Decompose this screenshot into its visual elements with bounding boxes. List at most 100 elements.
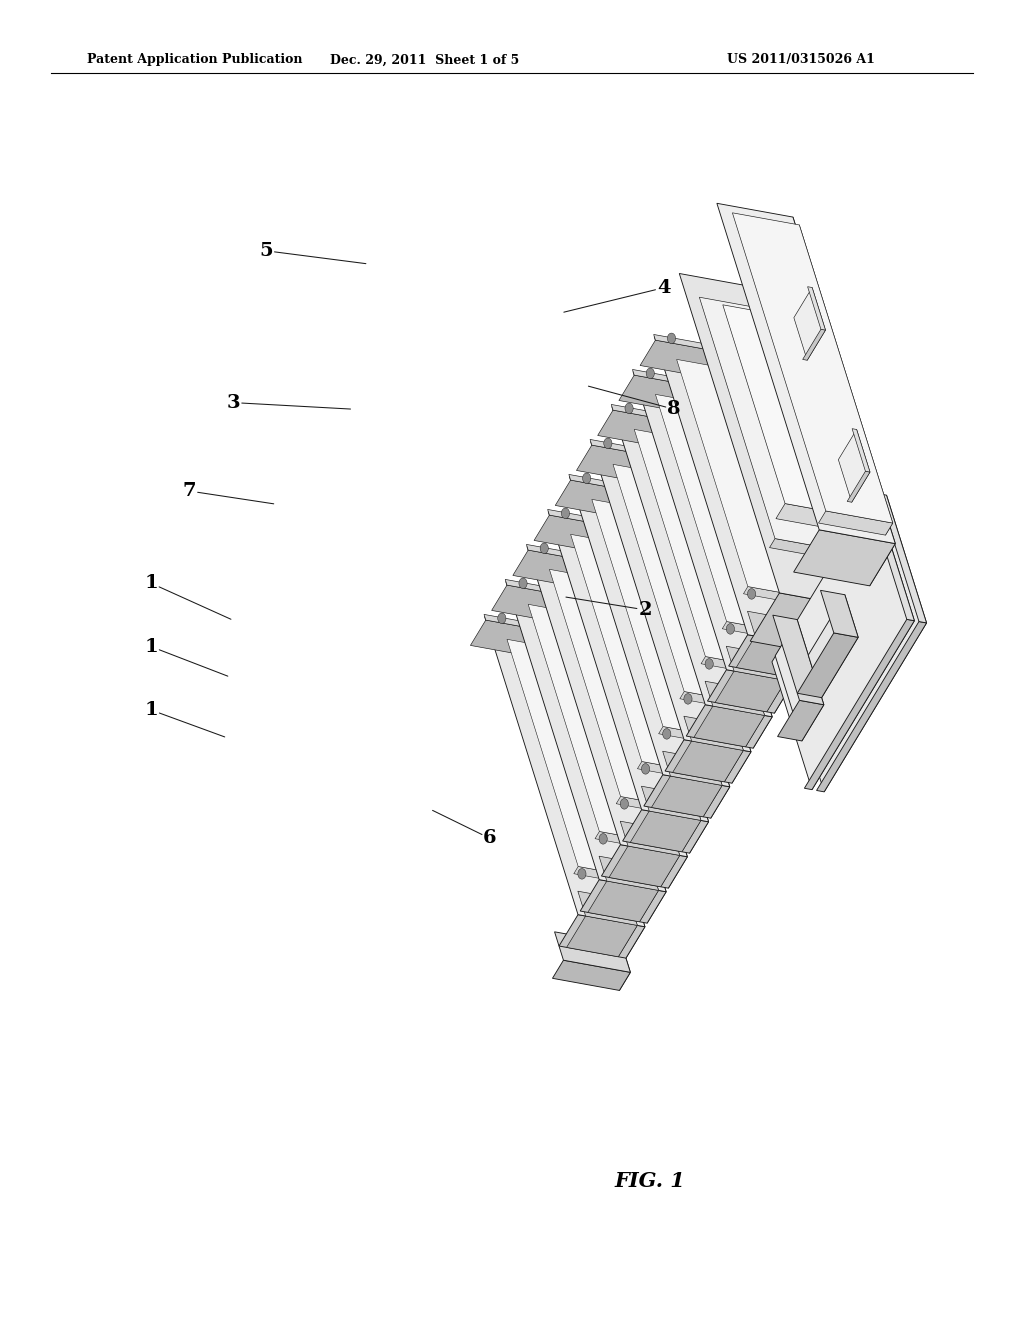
Polygon shape	[759, 313, 830, 527]
Text: 6: 6	[482, 829, 497, 847]
Text: FIG. 1: FIG. 1	[614, 1171, 686, 1192]
Circle shape	[634, 482, 642, 492]
Circle shape	[498, 612, 506, 623]
Polygon shape	[695, 760, 722, 817]
Polygon shape	[818, 511, 893, 535]
Polygon shape	[820, 590, 858, 638]
Polygon shape	[630, 810, 701, 851]
Circle shape	[719, 342, 727, 352]
Circle shape	[613, 517, 622, 528]
Polygon shape	[780, 620, 807, 677]
Polygon shape	[866, 491, 914, 620]
Polygon shape	[655, 395, 775, 631]
Circle shape	[684, 693, 692, 704]
Circle shape	[578, 869, 586, 879]
Polygon shape	[633, 370, 695, 387]
Polygon shape	[654, 337, 815, 647]
Polygon shape	[614, 486, 632, 516]
Polygon shape	[847, 471, 870, 502]
Text: 1: 1	[144, 701, 159, 719]
Polygon shape	[632, 866, 658, 921]
Polygon shape	[470, 620, 547, 656]
Circle shape	[641, 763, 649, 774]
Polygon shape	[633, 371, 794, 682]
Polygon shape	[808, 595, 858, 698]
Circle shape	[663, 729, 671, 739]
Polygon shape	[555, 932, 631, 973]
Polygon shape	[723, 286, 852, 655]
Polygon shape	[529, 626, 547, 656]
Circle shape	[668, 333, 676, 343]
Polygon shape	[658, 726, 712, 743]
Polygon shape	[679, 438, 754, 673]
Circle shape	[625, 403, 633, 413]
Polygon shape	[588, 880, 658, 921]
Polygon shape	[767, 216, 895, 586]
Polygon shape	[777, 701, 824, 741]
Polygon shape	[794, 288, 825, 360]
Polygon shape	[532, 628, 645, 958]
Polygon shape	[548, 512, 709, 822]
Circle shape	[650, 843, 658, 854]
Polygon shape	[610, 944, 631, 990]
Text: 4: 4	[656, 279, 671, 297]
Polygon shape	[609, 846, 680, 887]
Polygon shape	[673, 741, 743, 781]
Polygon shape	[674, 796, 701, 851]
Polygon shape	[839, 429, 870, 502]
Circle shape	[561, 508, 569, 519]
Polygon shape	[634, 429, 754, 665]
Polygon shape	[656, 416, 674, 446]
Polygon shape	[737, 690, 765, 747]
Polygon shape	[772, 492, 914, 789]
Text: 2: 2	[638, 601, 652, 619]
Polygon shape	[879, 494, 927, 623]
Polygon shape	[792, 224, 893, 535]
Circle shape	[748, 589, 756, 599]
Polygon shape	[752, 308, 833, 558]
Polygon shape	[572, 612, 648, 847]
Polygon shape	[550, 569, 670, 805]
Circle shape	[592, 552, 600, 562]
Polygon shape	[706, 681, 765, 715]
Polygon shape	[748, 611, 807, 645]
Polygon shape	[708, 669, 794, 713]
Circle shape	[655, 447, 664, 458]
Polygon shape	[653, 334, 716, 351]
Polygon shape	[637, 762, 690, 777]
Polygon shape	[553, 960, 631, 990]
Polygon shape	[681, 384, 794, 713]
Polygon shape	[701, 656, 754, 673]
Polygon shape	[723, 305, 830, 512]
Circle shape	[540, 543, 548, 553]
Polygon shape	[618, 375, 695, 412]
Circle shape	[519, 578, 527, 589]
Text: US 2011/0315026 A1: US 2011/0315026 A1	[727, 53, 874, 66]
Polygon shape	[732, 213, 893, 523]
Polygon shape	[678, 380, 695, 412]
Circle shape	[630, 878, 638, 888]
Polygon shape	[594, 578, 670, 813]
Text: 1: 1	[144, 638, 159, 656]
Text: Dec. 29, 2011  Sheet 1 of 5: Dec. 29, 2011 Sheet 1 of 5	[331, 53, 519, 66]
Polygon shape	[551, 590, 568, 622]
Polygon shape	[528, 605, 648, 841]
Text: 3: 3	[226, 393, 241, 412]
Polygon shape	[593, 520, 610, 552]
Polygon shape	[721, 368, 797, 603]
Polygon shape	[722, 622, 775, 638]
Polygon shape	[852, 429, 870, 473]
Polygon shape	[492, 585, 568, 622]
Circle shape	[583, 473, 591, 483]
Polygon shape	[686, 705, 772, 748]
Polygon shape	[581, 879, 667, 923]
Circle shape	[726, 623, 734, 634]
Polygon shape	[636, 450, 652, 482]
Polygon shape	[636, 508, 712, 743]
Polygon shape	[808, 286, 825, 330]
Polygon shape	[599, 857, 658, 891]
Text: 8: 8	[667, 400, 681, 418]
Polygon shape	[592, 499, 712, 735]
Polygon shape	[699, 346, 716, 376]
Polygon shape	[729, 635, 815, 678]
